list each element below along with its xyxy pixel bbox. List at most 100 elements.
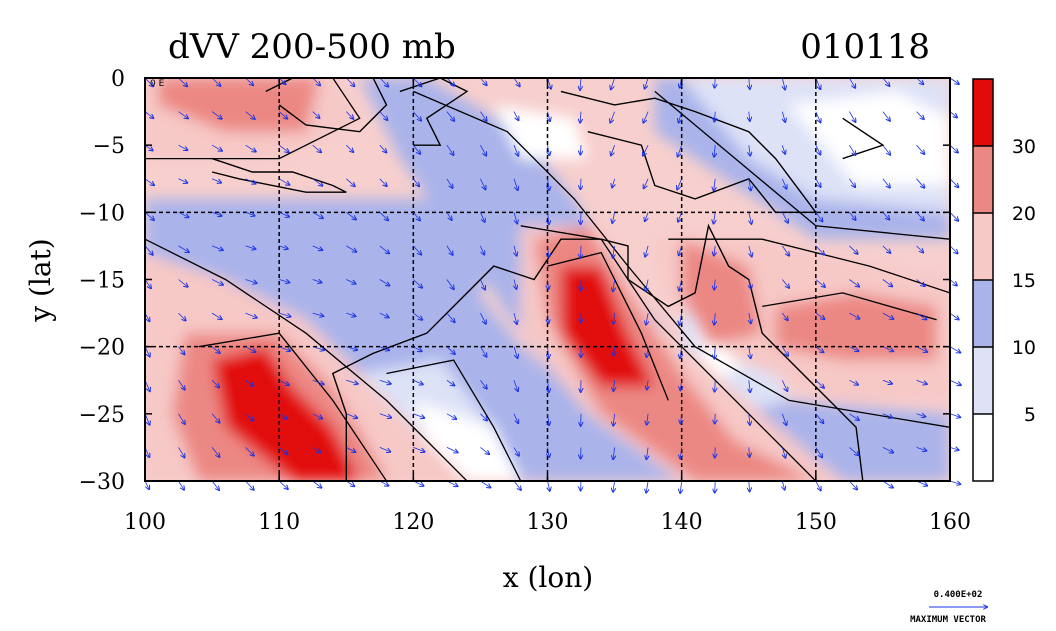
wind-vector	[882, 144, 890, 155]
wind-vector	[446, 413, 456, 419]
wind-vector	[849, 346, 858, 351]
wind-vector	[513, 111, 519, 121]
wind-vector	[949, 111, 957, 118]
wind-vector	[614, 346, 615, 356]
wind-vector	[446, 77, 454, 86]
colorbar-box-0	[973, 414, 993, 481]
wind-vector	[379, 111, 388, 120]
wind-vector	[882, 212, 889, 219]
wind-vector	[480, 245, 484, 255]
wind-vector	[749, 145, 750, 155]
wind-vector	[781, 212, 788, 222]
wind-vector	[680, 346, 682, 358]
wind-vector	[412, 178, 419, 186]
wind-vector	[916, 312, 927, 319]
wind-vector	[178, 312, 186, 320]
wind-vector	[144, 480, 149, 489]
wind-vector	[178, 279, 188, 287]
wind-vector	[781, 245, 789, 256]
y-tick-label-20: −20	[79, 336, 125, 361]
wind-vector	[144, 211, 154, 220]
wind-vector	[178, 380, 185, 389]
wind-vector	[916, 77, 924, 84]
wind-vector	[646, 447, 648, 459]
wind-vector	[245, 312, 257, 318]
wind-vector	[949, 413, 960, 418]
contour-7	[654, 90, 950, 240]
wind-vector	[346, 379, 357, 384]
wind-vector	[882, 245, 890, 253]
wind-vector	[849, 212, 855, 220]
wind-vector	[178, 245, 189, 252]
colorbar-label-5: 5	[1024, 404, 1036, 426]
wind-vector	[245, 480, 254, 490]
wind-vector	[513, 145, 518, 156]
wind-vector	[782, 480, 784, 490]
wind-vector	[446, 346, 455, 354]
wind-vector	[412, 144, 420, 154]
wind-vector	[178, 111, 188, 119]
wind-vector	[882, 178, 890, 188]
wind-vector	[849, 413, 859, 420]
wind-vector	[749, 279, 751, 289]
contour-2	[520, 225, 817, 481]
wind-vector	[815, 312, 825, 319]
wind-vector	[245, 447, 254, 455]
wind-vector	[781, 178, 786, 189]
wind-vector	[312, 178, 323, 186]
wind-vector	[245, 346, 256, 352]
y-tick-label-25: −25	[79, 403, 125, 428]
wind-vector	[548, 178, 550, 190]
wind-vector	[312, 111, 320, 118]
wind-vector	[178, 480, 185, 490]
wind-vector	[178, 144, 188, 150]
wind-vector	[782, 145, 785, 154]
wind-vector	[178, 413, 185, 424]
contour-9	[386, 359, 522, 481]
wind-vector	[513, 346, 518, 358]
wind-vector	[513, 77, 520, 86]
wind-vector	[882, 379, 892, 383]
wind-vector	[548, 212, 550, 224]
wind-vector	[278, 178, 289, 185]
wind-vector	[782, 77, 785, 90]
wind-vector	[714, 279, 715, 290]
wind-vector	[749, 380, 750, 392]
wind-vector	[781, 312, 788, 320]
wind-vector	[144, 178, 154, 185]
wind-vector	[610, 111, 615, 123]
wind-vector	[413, 346, 421, 352]
wind-vector	[548, 413, 550, 425]
coastline-2	[265, 78, 388, 133]
wind-vector	[548, 313, 549, 323]
wind-vector	[413, 245, 421, 255]
wind-vector	[480, 413, 487, 421]
wind-vector	[882, 480, 893, 488]
field-region-20	[212, 346, 360, 481]
wind-vector	[178, 178, 188, 183]
wind-vector	[679, 245, 682, 255]
wind-vector	[412, 212, 420, 220]
wind-vector	[513, 413, 518, 423]
maximum-vector-key: 0.400E+02 MAXIMUM VECTOR	[910, 590, 987, 625]
wind-vector	[916, 414, 926, 417]
wind-vector	[312, 245, 323, 250]
wind-vector	[548, 279, 549, 290]
wind-vector	[379, 312, 389, 317]
wind-vector	[211, 480, 219, 490]
colorbar-label-15: 15	[1012, 270, 1036, 292]
wind-vector	[849, 77, 855, 88]
wind-vector	[446, 212, 452, 220]
wind-vector	[749, 245, 752, 257]
wind-vector	[446, 245, 453, 255]
wind-vector	[916, 447, 927, 450]
wind-vector	[882, 447, 893, 452]
wind-vector	[815, 111, 821, 123]
field-region-21	[560, 266, 655, 387]
wind-vector	[815, 245, 824, 255]
wind-vector	[949, 379, 961, 385]
wind-vector	[815, 480, 821, 490]
colorbar-label-20: 20	[1012, 203, 1036, 225]
wind-vector	[612, 212, 614, 223]
